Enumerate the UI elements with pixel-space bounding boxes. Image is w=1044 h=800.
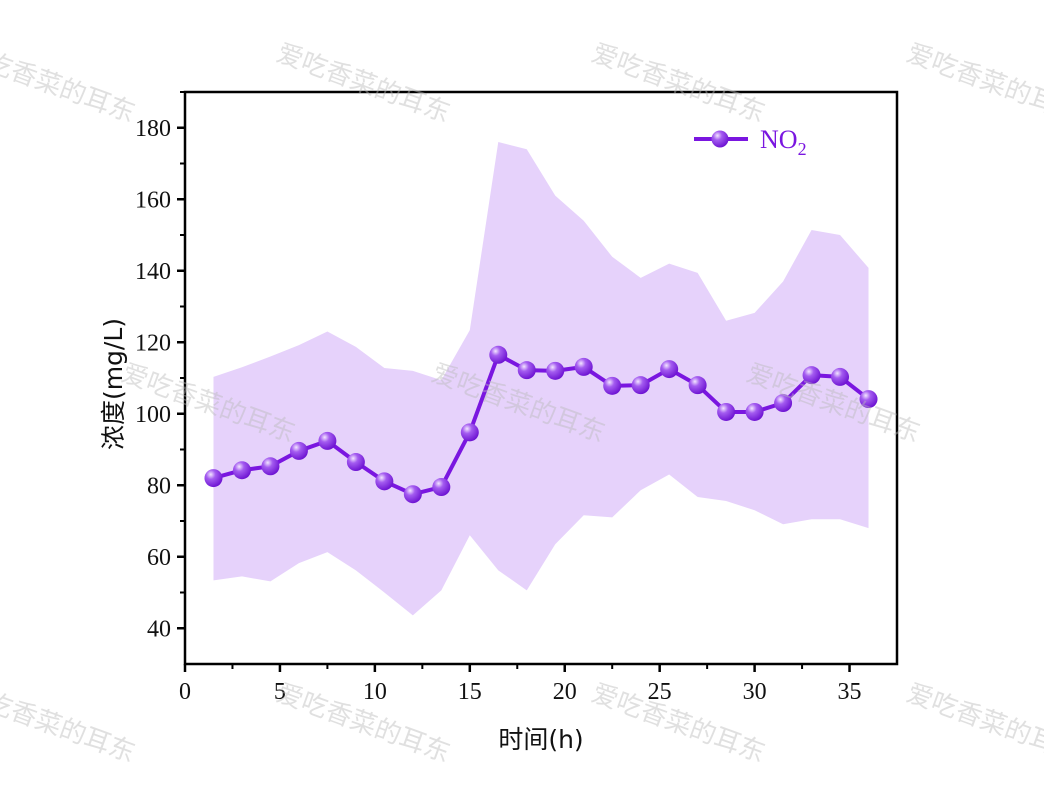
watermark: 爱吃香菜的耳东 — [588, 38, 769, 128]
data-point — [204, 469, 223, 488]
data-point — [546, 361, 565, 380]
y-tick-label: 40 — [147, 616, 171, 642]
data-point — [717, 402, 736, 421]
x-tick-label: 0 — [179, 679, 191, 705]
x-tick-label: 10 — [363, 679, 387, 705]
data-point — [375, 472, 394, 491]
x-tick-label: 30 — [743, 679, 767, 705]
data-point — [289, 441, 308, 460]
y-tick-label: 180 — [135, 116, 171, 142]
watermark: 爱吃香菜的耳东 — [273, 38, 454, 128]
data-point — [774, 394, 793, 413]
data-point — [859, 390, 878, 409]
data-point — [489, 345, 508, 364]
watermark: 爱吃香菜的耳东 — [0, 678, 139, 768]
watermark: 爱吃香菜的耳东 — [903, 38, 1044, 128]
data-point — [403, 485, 422, 504]
y-axis-label: 浓度(mg/L) — [99, 318, 128, 450]
x-tick-label: 5 — [274, 679, 286, 705]
y-tick-label: 120 — [135, 330, 171, 356]
error-band — [213, 142, 869, 616]
series-line-segment — [467, 354, 501, 434]
series-line-segment — [439, 431, 472, 488]
legend: NO2 — [694, 125, 807, 159]
y-tick-label: 160 — [135, 187, 171, 213]
data-point — [831, 367, 850, 386]
data-point — [745, 402, 764, 421]
y-tick-label: 100 — [135, 402, 171, 428]
data-point — [574, 357, 593, 376]
data-point — [802, 366, 821, 385]
data-point — [261, 457, 280, 476]
data-point — [460, 423, 479, 442]
data-point — [517, 361, 536, 380]
x-tick-label: 25 — [648, 679, 672, 705]
data-point — [346, 453, 365, 472]
data-point — [660, 360, 679, 379]
x-tick-label: 20 — [553, 679, 577, 705]
legend-label: NO2 — [760, 125, 807, 159]
data-point — [688, 376, 707, 395]
x-axis-label: 时间(h) — [498, 725, 583, 754]
data-point — [603, 376, 622, 395]
data-point — [432, 478, 451, 497]
watermark: 爱吃香菜的耳东 — [0, 38, 139, 128]
x-tick-label: 35 — [838, 679, 862, 705]
watermark: 爱吃香菜的耳东 — [903, 678, 1044, 768]
y-tick-label: 80 — [147, 473, 171, 499]
legend-marker — [711, 130, 729, 148]
x-tick-label: 15 — [458, 679, 482, 705]
y-tick-label: 140 — [135, 259, 171, 285]
y-tick-label: 60 — [147, 545, 171, 571]
data-point — [631, 376, 650, 395]
data-point — [232, 461, 251, 480]
data-point — [318, 431, 337, 450]
